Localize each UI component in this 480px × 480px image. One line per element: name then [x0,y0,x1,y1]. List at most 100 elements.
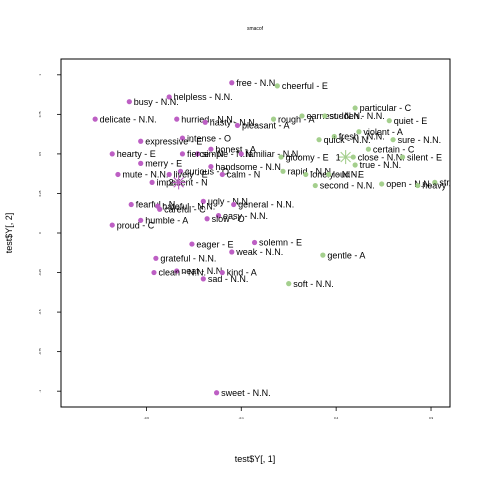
data-point [322,113,328,119]
data-point [280,168,286,174]
point-label: general - N.N. [238,200,294,210]
point-label: second - N.N. [320,181,375,191]
data-point [166,171,172,178]
y-tick-label: -1 [38,390,42,393]
data-point [270,116,277,122]
point-label: fresh - N.N. [339,132,385,142]
data-point [238,151,244,157]
point-label: rapid - N.N. [288,167,334,177]
data-point [179,135,186,141]
point-label: fearful - N [136,200,176,210]
data-point [274,83,280,89]
data-point [219,269,225,276]
point-label: grateful - N.N. [160,254,216,264]
point-label: hearty - E [117,149,156,159]
plot-area: free - N.N.helpless - N.N.busy - N.N. del… [60,58,480,408]
point-label: neat - N.N. [181,266,225,276]
data-point [126,99,132,105]
data-point [325,171,332,178]
centroid-label: 1 [336,152,341,162]
data-point [138,217,144,223]
point-label: lonely - N.N. [310,170,360,180]
point-label: sure - N.N. [398,135,442,145]
point-label: pleasant - A [242,121,290,131]
point-label: certain - C [373,144,415,154]
data-point [356,129,362,135]
data-point [195,151,201,157]
point-label: eager - E [196,239,233,249]
data-point [202,119,208,125]
point-label: hasty - N.N. [210,117,258,127]
data-point [229,80,235,86]
data-point [278,154,284,160]
x-axis: -0.6 -0.1 0.4 0.9 [144,407,434,420]
data-point [219,171,225,178]
y-tick-label: 0 [38,232,42,234]
centroid-label: 2 [169,178,174,188]
y-tick-label: -0.5 [38,309,42,315]
point-label: true - N.N. [360,160,402,170]
data-point [174,268,180,274]
point-label: handsome - N.N. [215,162,283,172]
data-point [379,181,385,187]
data-point [331,133,337,140]
point-label: rough - A [278,114,315,124]
x-tick-label: 0.9 [429,416,434,420]
x-tick-label: -0.1 [239,416,245,420]
y-axis: -1 -0.75 -0.5 -0.25 0 0.25 0.5 0.75 1 [38,74,61,393]
point-label: mute - N.N. [122,170,168,180]
point-label: delicate - N.N. [100,114,157,124]
point-label: sweet - N.N. [221,388,271,398]
point-label: fierce - N [187,149,224,159]
y-tick-label: -0.75 [38,348,42,355]
data-point [320,252,326,258]
point-label: kind - A [227,268,257,278]
chart-title: smacof [247,26,264,32]
data-point [208,163,214,170]
point-label: calm - N [227,170,260,180]
point-label: honest - A [215,144,256,154]
data-point [352,105,358,111]
data-point [179,151,186,157]
point-label: ugly - N.N. [208,197,251,207]
data-point [299,113,305,119]
point-label: violent - A [363,127,403,137]
x-tick-label: -0.6 [144,416,150,420]
point-label: weak - N.N. [235,247,283,257]
data-point [208,146,214,152]
data-point [149,179,155,185]
point-label: hurried - N.N. [181,114,235,124]
data-point [399,154,406,160]
point-label: proud - C [117,220,155,230]
data-point [251,239,258,246]
data-point [231,201,237,208]
data-point [177,168,184,174]
data-point [415,182,421,189]
point-label: curious - O [185,167,229,177]
data-point [229,249,235,255]
data-point [352,162,358,168]
point-label: easy - N.N. [223,211,268,221]
point-label: strong - N.N. [439,178,480,188]
data-point [286,281,292,287]
data-point [432,179,438,185]
point-label: earnest - N.N. [306,111,362,121]
point-label: hateful - N.N. [162,201,215,211]
data-point [174,116,180,122]
x-axis-label: test$Y[, 1] [235,454,276,464]
y-tick-label: 0.75 [38,111,42,117]
data-point [151,269,157,276]
y-axis-label: test$Y[, 2] [4,213,14,254]
point-label: gentle - A [327,250,365,260]
point-label: familiar - N.N. [246,149,301,159]
point-label: careful - C [164,204,206,214]
data-point [303,171,309,178]
point-label: humble - A [145,216,188,226]
point-label: slow - O [212,214,245,224]
point-label: merry - E [145,159,182,169]
point-label: simple - N.N. [202,149,254,159]
point-label: particular - C [360,103,412,113]
point-label: expressive - E [145,136,202,146]
point-label: helpless - N.N. [174,92,233,102]
point-label: loud - E [333,170,364,180]
